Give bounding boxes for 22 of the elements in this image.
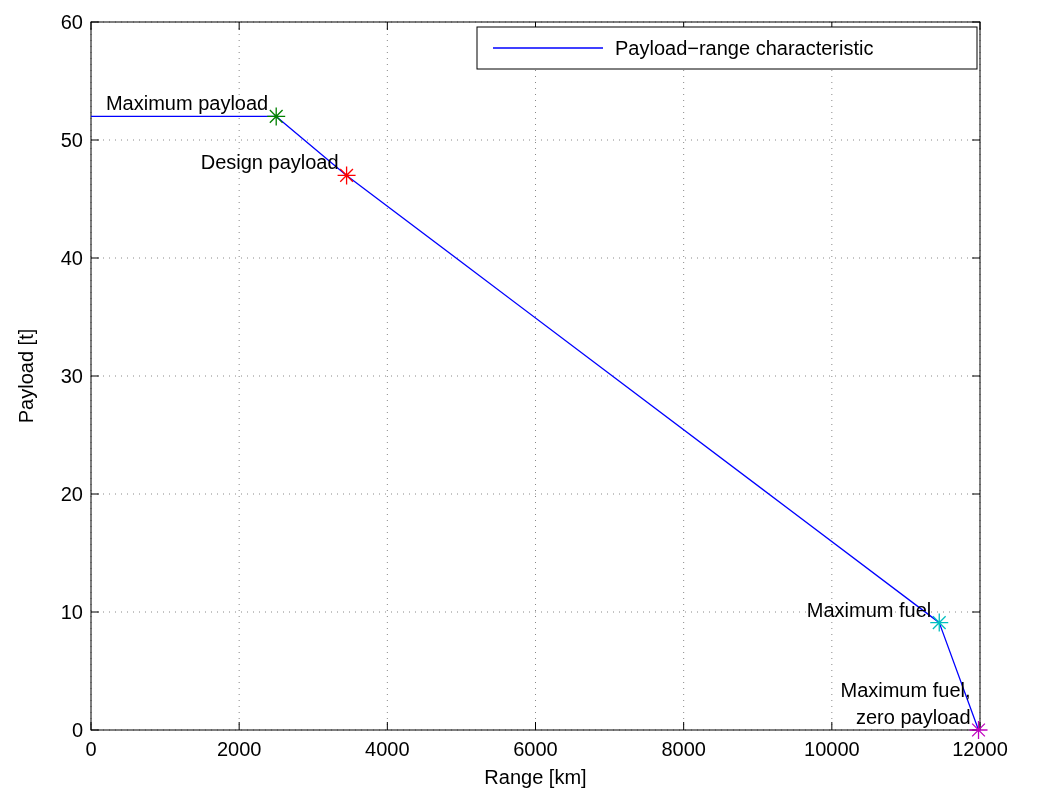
annotation: Maximum payload xyxy=(105,92,269,115)
y-tick-label: 10 xyxy=(60,601,83,623)
x-tick-label: 4000 xyxy=(365,738,410,760)
y-tick-label: 30 xyxy=(60,365,83,387)
y-tick-label: 50 xyxy=(60,129,83,151)
x-axis-title: Range [km] xyxy=(484,766,587,788)
x-tick-label: 2000 xyxy=(216,738,262,760)
y-tick-label: 0 xyxy=(71,719,83,741)
x-tick-label: 12000 xyxy=(952,738,1008,760)
point xyxy=(929,612,949,633)
y-axis-title: Payload [t] xyxy=(15,328,37,424)
point xyxy=(266,106,286,127)
text: Payload−range characteristic xyxy=(615,37,874,59)
y-tick-label: 40 xyxy=(60,247,83,269)
point xyxy=(336,165,357,186)
x-tick-label: 0 xyxy=(85,738,97,760)
x-tick-label: 10000 xyxy=(804,738,860,760)
point xyxy=(968,720,989,740)
y-tick-label: 60 xyxy=(60,11,83,33)
y-tick-label: 20 xyxy=(60,483,83,505)
x-tick-label: 6000 xyxy=(513,738,558,760)
x-tick-label: 8000 xyxy=(661,738,706,760)
